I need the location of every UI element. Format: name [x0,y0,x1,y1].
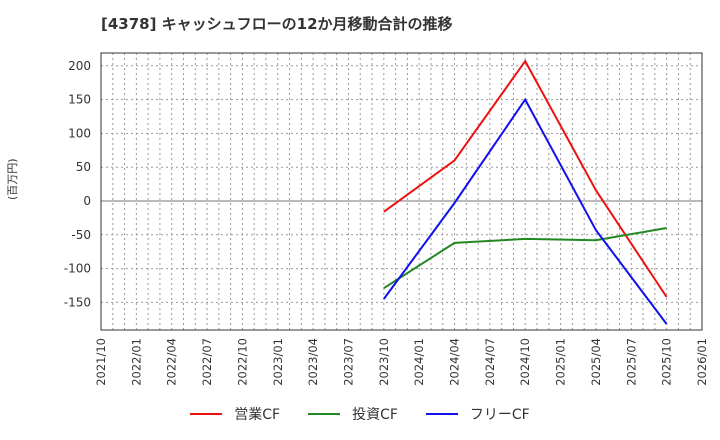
svg-text:2022/10: 2022/10 [235,338,249,386]
svg-text:-150: -150 [64,295,91,309]
svg-text:2024/01: 2024/01 [412,338,426,386]
svg-text:2022/07: 2022/07 [200,338,214,386]
legend-item-operating-cf: 営業CF [190,404,280,424]
svg-text:50: 50 [76,160,91,174]
y-axis-ticks: 200 150 100 50 0 -50 -100 -150 [64,59,91,310]
svg-text:2023/04: 2023/04 [306,338,320,386]
svg-text:2024/04: 2024/04 [448,338,462,386]
svg-text:2024/07: 2024/07 [483,338,497,386]
plot-frame [100,52,703,331]
legend-swatch-operating-cf [190,413,223,415]
svg-text:2021/10: 2021/10 [94,338,108,386]
svg-text:2022/04: 2022/04 [165,338,179,386]
svg-text:2026/01: 2026/01 [695,338,709,386]
legend: 営業CF 投資CF フリーCF [0,404,720,424]
legend-swatch-investing-cf [308,413,341,415]
svg-text:2023/01: 2023/01 [271,338,285,386]
legend-label: 投資CF [352,407,398,423]
svg-text:-100: -100 [64,262,91,276]
svg-text:2024/10: 2024/10 [518,338,532,386]
svg-text:2022/01: 2022/01 [129,338,143,386]
svg-text:2025/01: 2025/01 [554,338,568,386]
free-cf-line [382,97,668,325]
x-axis-ticks: 2021/10 2022/01 2022/04 2022/07 2022/10 2023/… [94,338,709,386]
legend-label: フリーCF [469,407,530,423]
legend-item-investing-cf: 投資CF [308,404,398,424]
svg-text:100: 100 [68,126,91,140]
svg-text:2025/07: 2025/07 [624,338,638,386]
legend-swatch-free-cf [425,413,458,415]
svg-text:200: 200 [68,59,91,73]
operating-cf-line [383,59,668,298]
svg-text:2023/07: 2023/07 [341,338,355,386]
svg-text:2023/10: 2023/10 [377,338,391,386]
svg-text:2025/04: 2025/04 [589,338,603,386]
legend-label: 営業CF [234,407,281,423]
svg-text:0: 0 [83,194,91,208]
svg-text:-50: -50 [71,228,91,242]
gridlines [101,53,702,330]
svg-text:2025/10: 2025/10 [660,338,674,386]
legend-item-free-cf: フリーCF [425,404,530,424]
investing-cf-line [383,227,667,290]
chart-title: [4378] キャッシュフローの12か月移動合計の推移 [101,15,453,33]
svg-text:150: 150 [68,93,91,107]
